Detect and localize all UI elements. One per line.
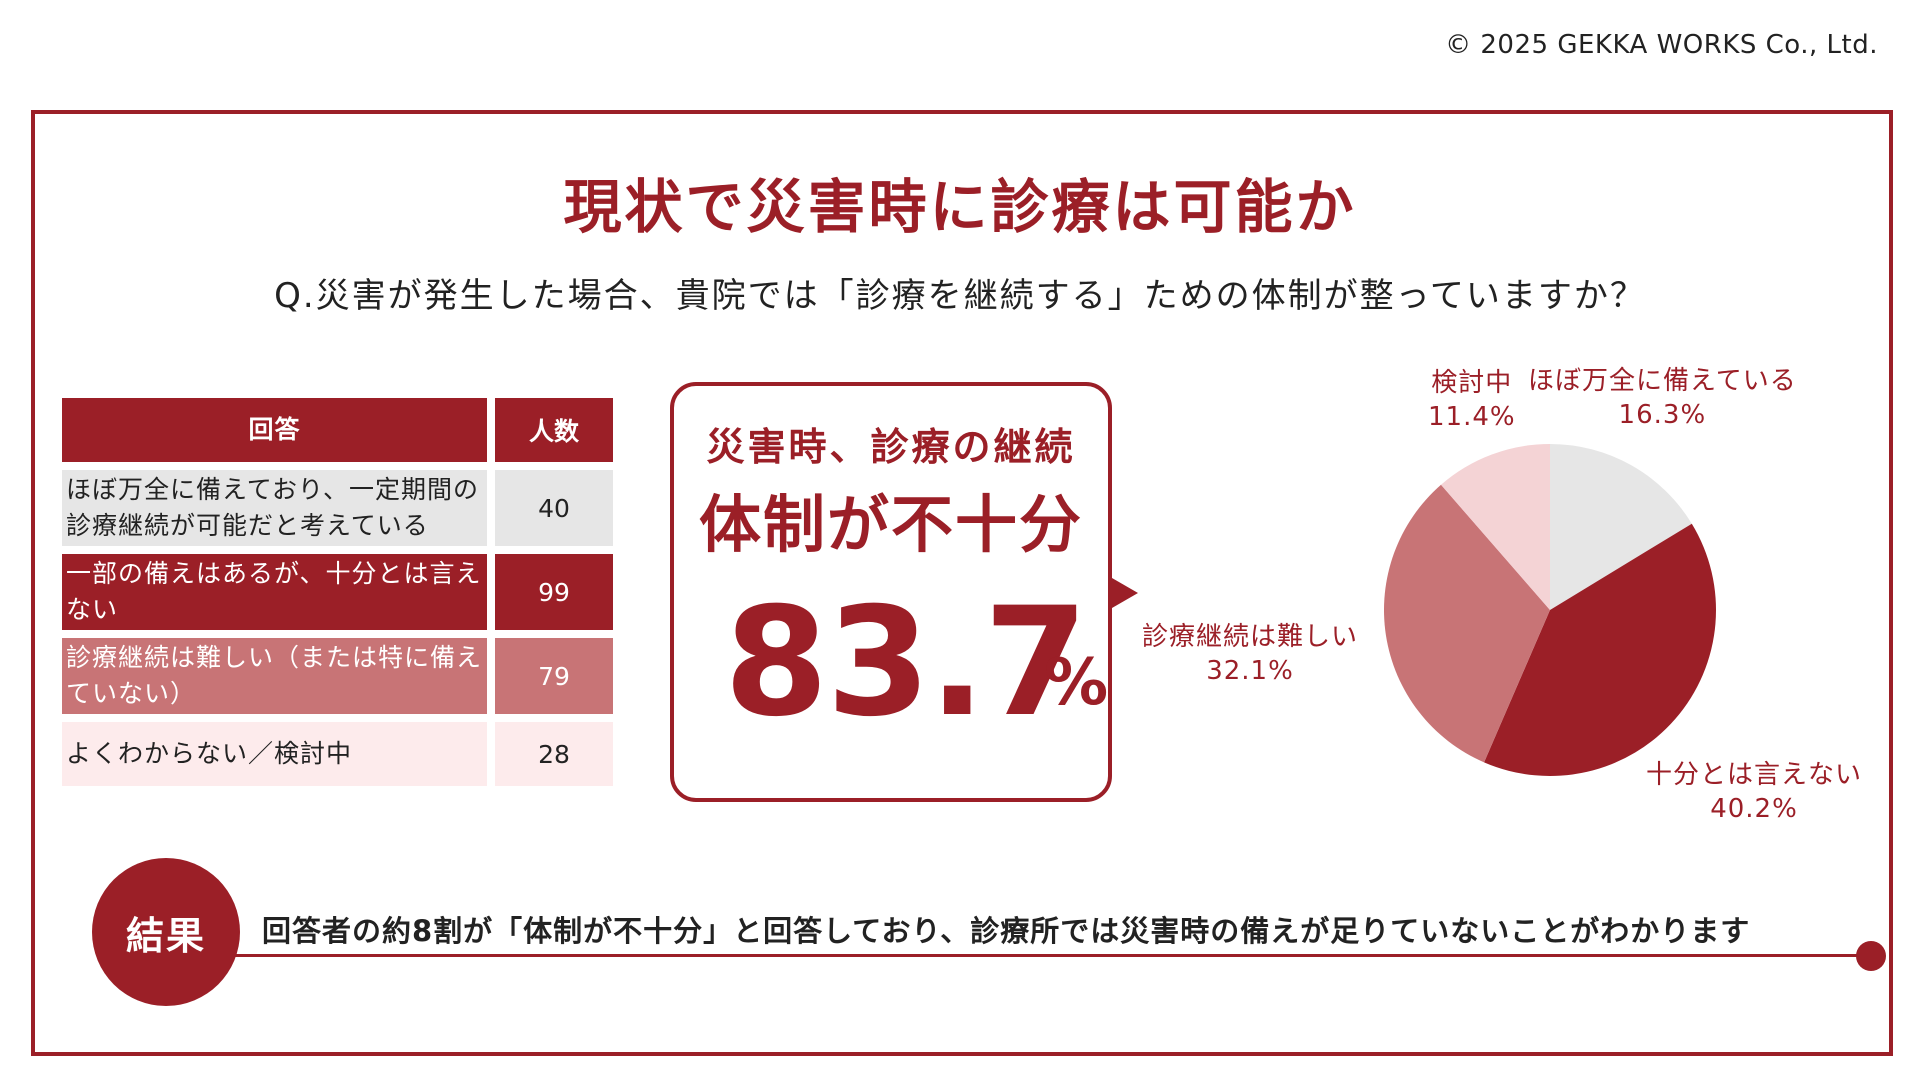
pie-label-fujuubun: 十分とは言えない 40.2% — [1646, 758, 1862, 826]
copyright: © 2025 GEKKA WORKS Co., Ltd. — [1445, 30, 1878, 60]
row-answer: 診療継続は難しい（または特に備えていない） — [62, 638, 487, 714]
slice-label: 検討中 — [1431, 368, 1513, 398]
slice-label: 診療継続は難しい — [1142, 622, 1359, 652]
pie-label-kentouchu: 検討中 11.4% — [1428, 366, 1516, 434]
header-answer: 回答 — [62, 398, 487, 462]
row-answer: ほぼ万全に備えており、一定期間の診療継続が可能だと考えている — [62, 470, 487, 546]
survey-question: Q.災害が発生した場合、貴院では「診療を継続する」ための体制が整っていますか？ — [274, 276, 1646, 316]
pie-slice-banzen — [1550, 444, 1692, 610]
summary-callout: 災害時、診療の継続 体制が不十分 83.7 % — [670, 382, 1112, 802]
slice-value: 32.1% — [1206, 656, 1294, 686]
slice-label: 十分とは言えない — [1646, 760, 1863, 790]
row-count: 28 — [495, 722, 613, 786]
slice-value: 40.2% — [1710, 794, 1798, 824]
row-count: 79 — [495, 638, 613, 714]
pie-chart — [1384, 444, 1716, 776]
slice-label: ほぼ万全に備えている — [1528, 366, 1797, 396]
callout-line1: 災害時、診療の継続 — [706, 425, 1076, 469]
result-underline — [232, 954, 1872, 957]
row-count: 99 — [495, 554, 613, 630]
content-frame — [31, 110, 1893, 1056]
callout-unit: % — [1044, 646, 1109, 720]
result-text: 回答者の約8割が「体制が不十分」と回答しており、診療所では災害時の備えが足りてい… — [262, 914, 1751, 948]
callout-value: 83.7 — [724, 576, 1088, 750]
result-badge: 結果 — [92, 858, 240, 1006]
pie-slice-muzukashii — [1384, 484, 1550, 763]
row-answer: よくわからない／検討中 — [62, 722, 487, 786]
header-count: 人数 — [495, 398, 613, 462]
slice-value: 11.4% — [1428, 402, 1516, 432]
pie-slice-fujuubun — [1484, 523, 1716, 776]
slice-value: 16.3% — [1618, 400, 1707, 430]
pie-label-muzukashii: 診療継続は難しい 32.1% — [1142, 620, 1358, 688]
callout-pointer-arrow — [1112, 578, 1138, 608]
row-answer: 一部の備えはあるが、十分とは言えない — [62, 554, 487, 630]
page-title: 現状で災害時に診療は可能か — [563, 173, 1357, 241]
row-count: 40 — [495, 470, 613, 546]
pie-label-banzen: ほぼ万全に備えている 16.3% — [1528, 364, 1797, 432]
callout-line2: 体制が不十分 — [698, 488, 1083, 561]
pie-slice-kentouchu — [1441, 444, 1550, 610]
result-line-dot — [1856, 941, 1886, 971]
